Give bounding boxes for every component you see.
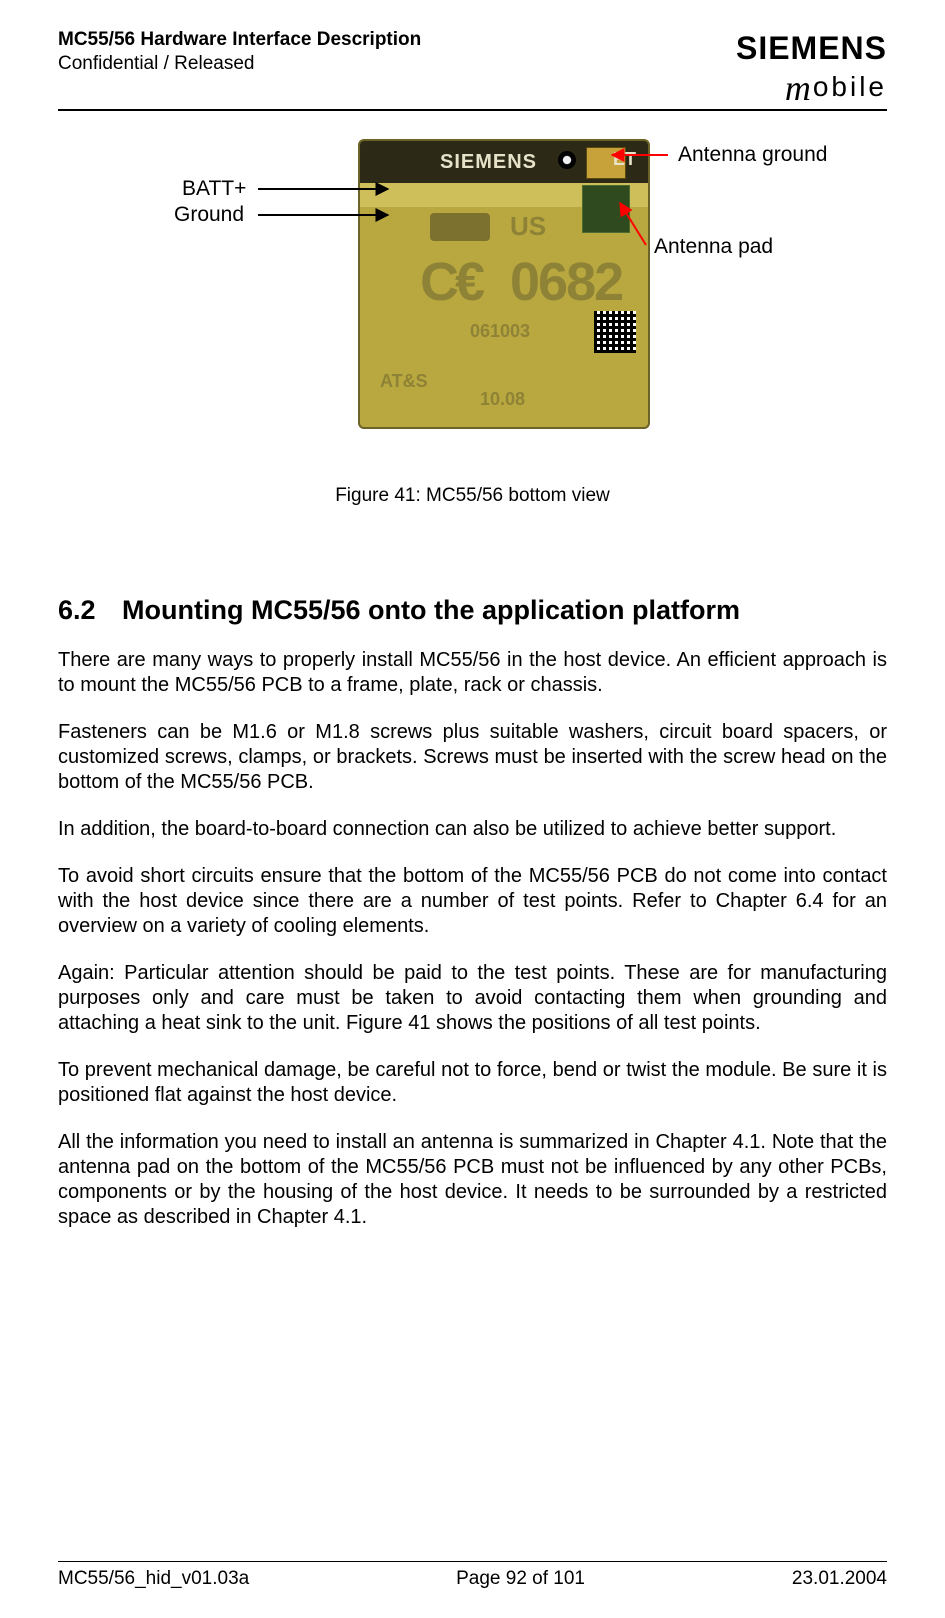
footer-row: MC55/56_hid_v01.03a Page 92 of 101 23.01… <box>58 1568 887 1590</box>
page-header: MC55/56 Hardware Interface Description C… <box>58 28 887 105</box>
pcb-mark-box <box>430 213 490 241</box>
pcb-version-text: 10.08 <box>480 389 525 410</box>
callout-antenna-ground: Antenna ground <box>678 143 827 167</box>
brand-mobile-m: m <box>785 67 811 109</box>
header-right: SIEMENS mobile <box>736 28 887 105</box>
callout-batt: BATT+ <box>182 177 246 201</box>
brand-mobile: mobile <box>736 63 887 105</box>
section-number: 6.2 <box>58 595 122 626</box>
pcb-datamatrix <box>594 311 636 353</box>
brand-siemens: SIEMENS <box>736 30 887 67</box>
pcb-image: SIEMENS ET US C€ 0682 061003 AT&S 10.08 <box>358 139 650 429</box>
figure-caption: Figure 41: MC55/56 bottom view <box>58 485 887 507</box>
footer-right: 23.01.2004 <box>792 1568 887 1590</box>
document-title: MC55/56 Hardware Interface Description <box>58 28 421 52</box>
pcb-us-text: US <box>510 211 546 242</box>
pcb-ce-mark: C€ <box>420 251 481 313</box>
figure-area: SIEMENS ET US C€ 0682 061003 AT&S 10.08 <box>58 139 887 519</box>
paragraph-7: All the information you need to install … <box>58 1130 887 1230</box>
paragraph-2: Fasteners can be M1.6 or M1.8 screws plu… <box>58 720 887 795</box>
footer-left: MC55/56_hid_v01.03a <box>58 1568 249 1590</box>
section-title-text: Mounting MC55/56 onto the application pl… <box>122 595 740 625</box>
paragraph-6: To prevent mechanical damage, be careful… <box>58 1058 887 1108</box>
pcb-et-text: ET <box>613 149 636 170</box>
page: MC55/56 Hardware Interface Description C… <box>0 0 945 1618</box>
paragraph-1: There are many ways to properly install … <box>58 648 887 698</box>
pcb-ats-text: AT&S <box>380 371 428 392</box>
page-footer: MC55/56_hid_v01.03a Page 92 of 101 23.01… <box>58 1561 887 1590</box>
pcb-date-text: 061003 <box>470 321 530 342</box>
callout-ground: Ground <box>174 203 244 227</box>
pcb-fiducial <box>558 151 576 169</box>
paragraph-3: In addition, the board-to-board connecti… <box>58 817 887 842</box>
pcb-ce-number: 0682 <box>510 251 622 313</box>
paragraph-5: Again: Particular attention should be pa… <box>58 961 887 1036</box>
paragraph-4: To avoid short circuits ensure that the … <box>58 864 887 939</box>
footer-center: Page 92 of 101 <box>456 1568 585 1590</box>
header-rule <box>58 109 887 111</box>
header-left: MC55/56 Hardware Interface Description C… <box>58 28 421 76</box>
callout-antenna-pad: Antenna pad <box>654 235 773 259</box>
pcb-green-block <box>582 185 630 233</box>
section-heading: 6.2Mounting MC55/56 onto the application… <box>58 595 887 626</box>
footer-rule <box>58 1561 887 1562</box>
pcb-siemens-text: SIEMENS <box>440 151 537 174</box>
document-status: Confidential / Released <box>58 52 421 76</box>
brand-mobile-rest: obile <box>813 71 887 102</box>
